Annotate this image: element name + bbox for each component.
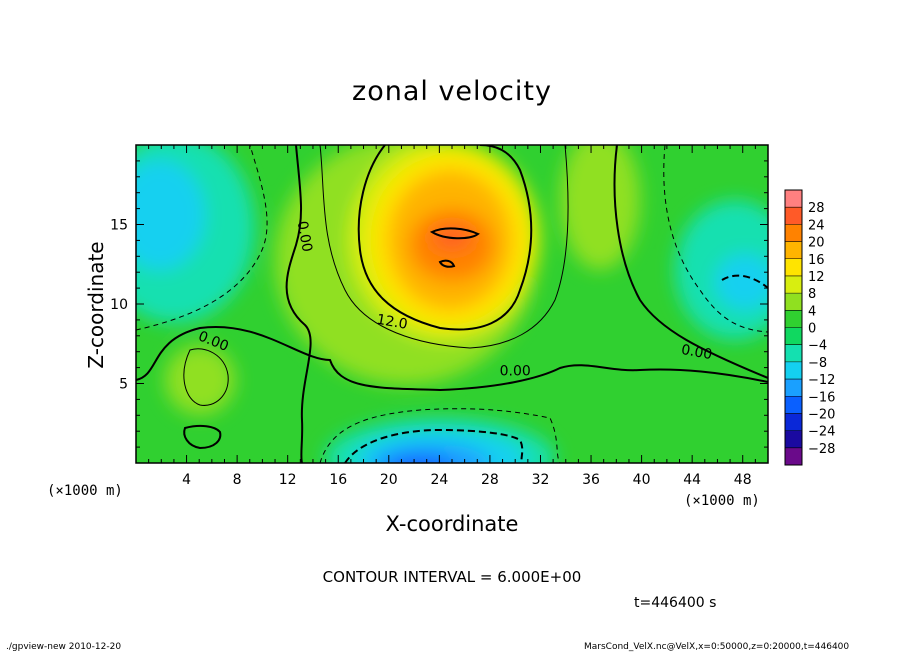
colorbar-label: −8: [808, 356, 827, 371]
colorbar-swatch: [785, 207, 802, 225]
colorbar-swatch: [785, 396, 802, 414]
x-unit-label-left: (×1000 m): [47, 483, 123, 499]
colorbar-swatch: [785, 361, 802, 380]
colorbar-swatch: [785, 310, 802, 328]
x-tick-label: 32: [532, 472, 550, 488]
contour-label: 12.0: [375, 312, 408, 333]
colorbar-label: −4: [808, 339, 827, 354]
colorbar-swatch: [785, 413, 802, 431]
colorbar-label: 12: [808, 270, 825, 285]
x-tick-label: 16: [329, 472, 347, 488]
chart-title: zonal velocity: [352, 76, 552, 107]
contour-zero-bottom: [136, 325, 768, 392]
y-tick-label: 5: [119, 377, 128, 393]
y-tick-label: 15: [110, 218, 128, 234]
contour-eighteen-b: [438, 259, 456, 268]
time-label: t=446400 s: [634, 595, 717, 611]
contour-eighteen-a: [429, 227, 480, 240]
contour-neg-right-outer: [663, 145, 768, 333]
footer-left: ./gpview-new 2010-12-20: [6, 642, 122, 652]
y-tick-label: 10: [110, 297, 128, 313]
x-tick-label: 28: [481, 472, 499, 488]
contour-zero-right: [613, 145, 768, 379]
contour-label: 0.00: [500, 364, 531, 380]
colorbar-label: 8: [808, 287, 816, 302]
contour-label: 0.00: [680, 342, 713, 363]
contour-zero-island: [183, 424, 222, 450]
colorbar-swatch: [785, 344, 802, 362]
colorbar-swatch: [785, 447, 802, 465]
colorbar-swatch: [785, 327, 802, 345]
colorbar-swatch: [785, 190, 802, 208]
velocity-field: [136, 145, 768, 463]
colorbar-label: 0: [808, 322, 816, 337]
colorbar-label: −12: [808, 373, 835, 388]
x-tick-label: 20: [380, 472, 398, 488]
colorbar-label: 28: [808, 201, 825, 216]
contour-lines: [136, 145, 768, 463]
contour-interval-text: CONTOUR INTERVAL = 6.000E+00: [322, 568, 582, 586]
colorbar-swatch: [785, 293, 802, 311]
colorbar-swatch: [785, 241, 802, 259]
contour-twelve: [357, 145, 533, 331]
colorbar-label: −16: [808, 390, 835, 405]
x-tick-label: 44: [683, 472, 701, 488]
colorbar-label: 4: [808, 304, 816, 319]
contour-six-left-blob: [183, 348, 229, 406]
x-tick-label: 48: [734, 472, 752, 488]
x-tick-label: 4: [182, 472, 191, 488]
contour-neg-bottom: [319, 408, 561, 463]
colorbar-label: −20: [808, 407, 835, 422]
colorbar-swatch: [785, 224, 802, 242]
x-tick-label: 36: [582, 472, 600, 488]
contour-neg-right: [721, 274, 768, 289]
colorbar-label: −24: [808, 425, 835, 440]
colorbar-swatch: [785, 379, 802, 397]
contour-label: 0.00: [294, 220, 315, 253]
colorbar-label: 20: [808, 236, 825, 251]
contour-six: [319, 145, 569, 349]
colorbar-swatch: [785, 275, 802, 294]
field-shading: [136, 145, 768, 463]
footer-right: MarsCond_VelX.nc@VelX,x=0:50000,z=0:2000…: [584, 642, 850, 652]
colorbar-label: −28: [808, 442, 835, 457]
x-unit-label-right: (×1000 m): [684, 493, 760, 509]
colorbar-swatch: [785, 430, 802, 448]
colorbar: 28 24 20 16 12 8 4 0 −4 −8 −12 −16 −20 −24 −28: [784, 189, 835, 466]
x-tick-label: 12: [279, 472, 297, 488]
contour-neg-left: [136, 145, 268, 331]
x-tick-label: 40: [633, 472, 651, 488]
colorbar-swatch: [785, 258, 802, 276]
colorbar-label: 24: [808, 218, 825, 233]
x-tick-label: 8: [233, 472, 242, 488]
x-axis-label: X-coordinate: [385, 512, 519, 536]
colorbar-label: 16: [808, 253, 825, 268]
contour-zero-left: [285, 145, 312, 463]
x-tick-label: 24: [430, 472, 448, 488]
y-axis-label: Z-coordinate: [84, 241, 108, 369]
